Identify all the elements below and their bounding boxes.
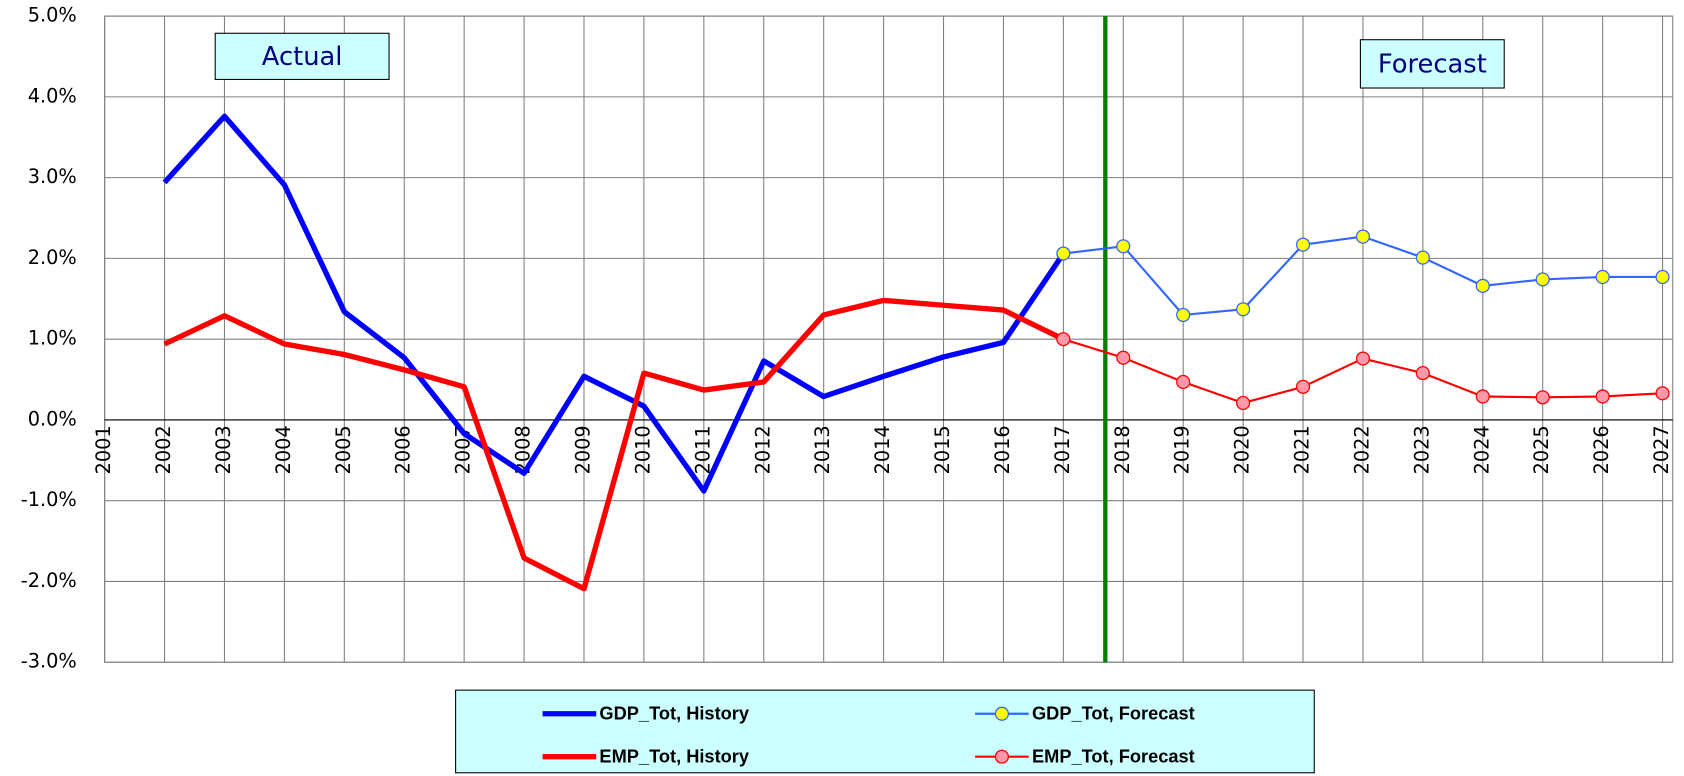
y-tick-label: 1.0%	[28, 327, 77, 350]
series-marker	[1236, 395, 1251, 411]
series-marker	[1415, 250, 1430, 265]
series-marker	[1475, 389, 1490, 404]
x-tick-label: 2013	[811, 425, 834, 474]
x-tick-label: 2001	[92, 425, 115, 474]
series-line	[163, 297, 1065, 592]
series-marker	[1355, 351, 1371, 366]
legend-marker	[994, 749, 1010, 764]
y-tick-label: -3.0%	[21, 650, 77, 673]
y-tick-label: 2.0%	[28, 246, 77, 269]
series-marker	[1176, 307, 1191, 323]
x-tick-label: 2017	[1051, 425, 1074, 474]
x-tick-label: 2024	[1470, 425, 1493, 474]
x-tick-label: 2005	[332, 425, 355, 474]
series-marker	[1236, 302, 1251, 317]
x-tick-label: 2025	[1530, 425, 1553, 474]
series-marker	[1595, 269, 1610, 285]
x-tick-label: 2018	[1111, 425, 1134, 474]
x-tick-label: 2015	[931, 425, 954, 474]
x-tick-label: 2011	[691, 425, 714, 474]
series-marker	[1355, 229, 1371, 244]
y-tick-label: 3.0%	[28, 165, 77, 188]
series-marker	[1295, 237, 1311, 252]
series-marker	[1595, 389, 1610, 404]
x-tick-label: 2016	[991, 425, 1014, 474]
annotation-box	[1359, 39, 1505, 89]
series-marker	[1535, 390, 1550, 405]
y-tick-label: 0.0%	[28, 407, 77, 430]
legend-marker	[994, 706, 1010, 721]
legend-box	[455, 689, 1315, 774]
x-tick-label: 2012	[751, 425, 774, 474]
legend-label: GDP_Tot, History	[599, 703, 749, 724]
x-tick-label: 2022	[1350, 425, 1373, 474]
series-marker	[1116, 350, 1131, 365]
x-tick-label: 2006	[392, 425, 415, 474]
series-line	[162, 113, 1066, 494]
x-tick-label: 2002	[152, 425, 175, 474]
y-tick-label: 4.0%	[28, 84, 77, 107]
x-tick-label: 2004	[272, 425, 295, 474]
x-tick-label: 2027	[1650, 425, 1673, 474]
series-marker	[1056, 246, 1071, 261]
x-tick-label: 2019	[1171, 425, 1194, 474]
x-tick-label: 2020	[1231, 425, 1254, 474]
x-tick-label: 2014	[871, 425, 894, 474]
annotation: Actual	[262, 42, 343, 72]
x-tick-label: 2010	[631, 425, 654, 474]
legend-label: EMP_Tot, History	[599, 746, 749, 767]
series-marker	[1116, 239, 1131, 254]
x-tick-label: 2021	[1291, 425, 1314, 474]
y-tick-label: -2.0%	[21, 569, 77, 592]
x-tick-label: 2003	[212, 425, 235, 474]
series-marker	[1415, 366, 1430, 381]
series-marker	[1655, 269, 1670, 285]
series-marker	[1176, 374, 1191, 390]
series-marker	[1475, 278, 1490, 293]
series-marker	[1655, 386, 1670, 401]
x-tick-label: 2026	[1590, 425, 1613, 474]
legend-label: EMP_Tot, Forecast	[1032, 746, 1195, 767]
annotation-box	[214, 32, 390, 80]
x-tick-label: 2023	[1410, 425, 1433, 474]
annotation: Forecast	[1378, 49, 1487, 79]
series-marker	[1056, 332, 1071, 347]
y-tick-label: 5.0%	[28, 4, 77, 27]
series-marker	[1295, 379, 1311, 394]
series-marker	[1535, 272, 1550, 287]
x-tick-label: 2009	[571, 425, 594, 474]
legend-label: GDP_Tot, Forecast	[1032, 703, 1195, 724]
y-tick-label: -1.0%	[21, 488, 77, 511]
